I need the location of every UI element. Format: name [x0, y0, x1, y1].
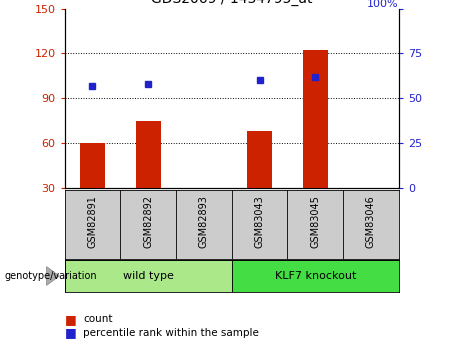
Text: count: count	[83, 314, 112, 324]
Text: GSM82892: GSM82892	[143, 195, 153, 248]
Text: percentile rank within the sample: percentile rank within the sample	[83, 328, 259, 338]
Text: GSM83043: GSM83043	[254, 195, 265, 248]
Text: genotype/variation: genotype/variation	[5, 271, 97, 281]
Text: GSM83046: GSM83046	[366, 195, 376, 248]
Bar	[231, 260, 399, 292]
Bar	[247, 131, 272, 188]
Bar	[65, 260, 231, 292]
Text: KLF7 knockout: KLF7 knockout	[274, 271, 356, 281]
Text: GSM82893: GSM82893	[199, 195, 209, 248]
Text: GSM82891: GSM82891	[88, 195, 97, 248]
Title: GDS2069 / 1434795_at: GDS2069 / 1434795_at	[151, 0, 313, 6]
Text: wild type: wild type	[123, 271, 173, 281]
Text: GSM83045: GSM83045	[310, 195, 320, 248]
Text: ■: ■	[65, 326, 76, 339]
Text: 100%: 100%	[367, 0, 399, 9]
Text: ■: ■	[65, 313, 76, 326]
Polygon shape	[47, 266, 59, 286]
Bar	[136, 121, 160, 188]
Bar	[303, 50, 328, 188]
Bar	[80, 143, 105, 188]
